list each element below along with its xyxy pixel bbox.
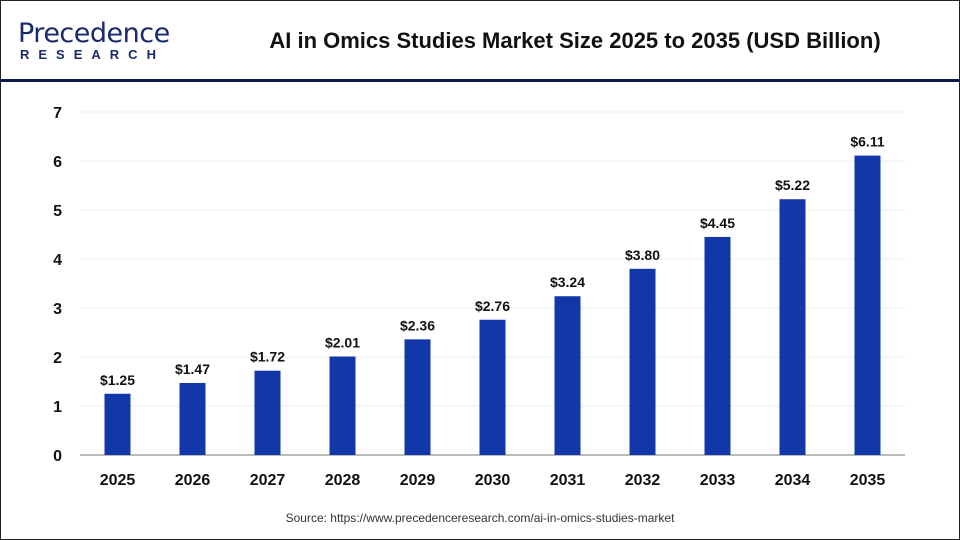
chart-title: AI in Omics Studies Market Size 2025 to … <box>269 28 881 53</box>
data-label: $4.45 <box>700 215 735 231</box>
data-label: $2.36 <box>400 317 435 333</box>
data-label: $1.25 <box>100 372 135 388</box>
data-label: $5.22 <box>775 177 810 193</box>
x-tick-label: 2032 <box>625 472 661 489</box>
logo-sub: RESEARCH <box>20 47 165 62</box>
data-label: $3.80 <box>625 247 660 263</box>
y-tick-label: 5 <box>53 203 62 220</box>
logo-main: Precedence <box>18 18 170 49</box>
bar <box>404 339 431 455</box>
bar <box>704 236 731 455</box>
bar <box>254 370 281 455</box>
data-label: $1.47 <box>175 361 210 377</box>
data-label: $3.24 <box>550 274 585 290</box>
x-tick-label: 2031 <box>550 472 586 489</box>
x-tick-label: 2026 <box>175 472 211 489</box>
x-tick-label: 2029 <box>400 472 436 489</box>
x-tick-label: 2033 <box>700 472 736 489</box>
y-tick-label: 6 <box>53 154 62 171</box>
data-label: $6.11 <box>850 134 884 150</box>
y-tick-label: 7 <box>53 105 62 122</box>
x-tick-label: 2034 <box>775 472 811 489</box>
bar <box>329 356 356 455</box>
header-divider <box>0 79 960 82</box>
bar <box>554 296 581 455</box>
logo: Precedence RESEARCH <box>18 20 170 62</box>
x-tick-label: 2030 <box>475 472 511 489</box>
y-tick-label: 2 <box>53 350 62 367</box>
bar <box>104 393 131 455</box>
y-tick-label: 4 <box>53 252 62 269</box>
data-label: $1.72 <box>250 349 285 365</box>
bar <box>629 268 656 455</box>
x-tick-label: 2025 <box>100 472 136 489</box>
x-tick-label: 2027 <box>250 472 286 489</box>
y-tick-label: 0 <box>53 448 62 465</box>
y-tick-label: 3 <box>53 301 62 318</box>
source-text: Source: https://www.precedenceresearch.c… <box>285 511 675 525</box>
data-label: $2.76 <box>475 298 510 314</box>
bar <box>779 199 806 455</box>
y-tick-label: 1 <box>53 399 62 416</box>
bar <box>854 155 881 456</box>
data-label: $2.01 <box>325 335 360 351</box>
bar <box>179 382 206 455</box>
x-tick-label: 2028 <box>325 472 361 489</box>
x-tick-label: 2035 <box>850 472 886 489</box>
bar <box>479 319 506 455</box>
